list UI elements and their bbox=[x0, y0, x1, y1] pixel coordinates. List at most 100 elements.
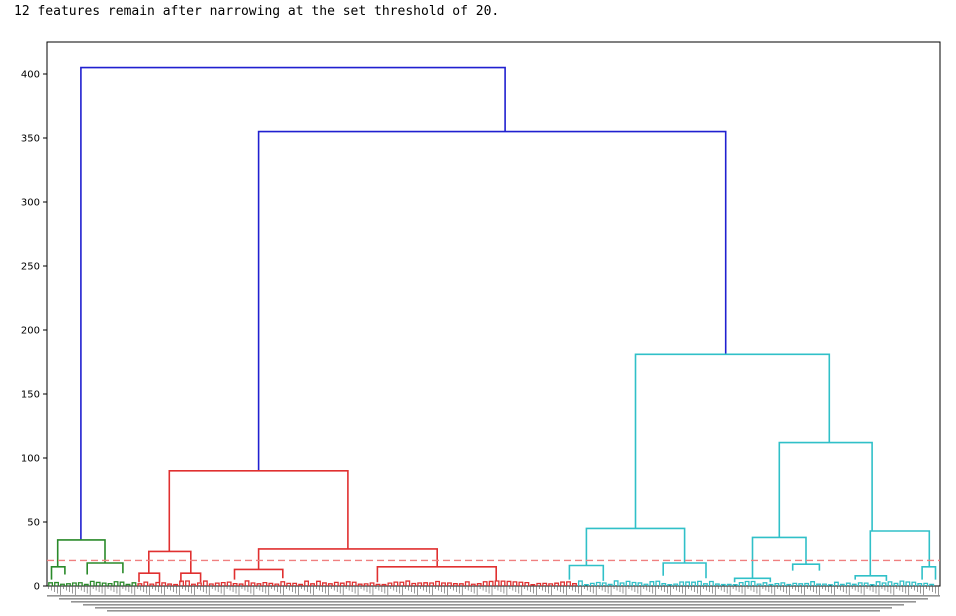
dendrogram-leaf-link bbox=[399, 581, 405, 586]
dendrogram-leaf-link bbox=[274, 583, 280, 586]
dendrogram-link bbox=[80, 66, 506, 540]
dendrogram-link bbox=[148, 550, 192, 574]
dendrogram-leaf-link bbox=[54, 581, 59, 586]
x-axis bbox=[47, 586, 940, 612]
dendrogram-links bbox=[48, 66, 937, 586]
dendrogram-leaf-link bbox=[703, 583, 708, 586]
dendrogram-leaf-link bbox=[637, 582, 643, 586]
dendrogram-leaf-link bbox=[113, 581, 119, 586]
dendrogram-leaf-link bbox=[435, 580, 440, 586]
dendrogram-leaf-link bbox=[828, 584, 833, 586]
dendrogram-leaf-link bbox=[726, 583, 732, 586]
dendrogram-leaf-link bbox=[488, 580, 494, 586]
dendrogram-leaf-link bbox=[875, 581, 881, 586]
dendrogram-leaf-link bbox=[405, 580, 411, 586]
dendrogram-leaf-link bbox=[720, 583, 726, 586]
dendrogram-leaf-link bbox=[89, 580, 95, 586]
dendrogram-leaf-link bbox=[530, 583, 536, 586]
dendrogram-leaf-link bbox=[452, 583, 458, 586]
dendrogram-leaf-link bbox=[321, 582, 327, 586]
dendrogram-leaf-link bbox=[774, 582, 780, 586]
plot-frame bbox=[46, 41, 941, 587]
dendrogram-leaf-link bbox=[417, 582, 423, 586]
dendrogram-leaf-link bbox=[292, 582, 298, 586]
dendrogram-link bbox=[180, 572, 202, 583]
dendrogram-leaf-link bbox=[667, 583, 673, 586]
dendrogram-leaf-link bbox=[589, 582, 595, 586]
dendrogram-leaf-link bbox=[732, 583, 738, 586]
dendrogram-leaf-link bbox=[679, 581, 685, 586]
dendrogram-leaf-link bbox=[185, 580, 190, 586]
dendrogram-leaf-link bbox=[839, 583, 845, 586]
dendrogram-leaf-link bbox=[631, 581, 637, 586]
dendrogram-leaf-link bbox=[369, 582, 375, 586]
dendrogram-leaf-link bbox=[708, 580, 714, 586]
dendrogram-leaf-link bbox=[447, 582, 452, 586]
dendrogram-leaf-link bbox=[363, 583, 369, 586]
dendrogram-link bbox=[585, 527, 686, 566]
cell-output-text: 12 features remain after narrowing at th… bbox=[14, 4, 500, 19]
dendrogram-leaf-link bbox=[762, 582, 768, 586]
dendrogram-leaf-link bbox=[691, 581, 696, 586]
x-leaf-label-band bbox=[71, 601, 916, 603]
dendrogram-leaf-link bbox=[917, 583, 923, 586]
dendrogram-leaf-link bbox=[577, 580, 583, 586]
dendrogram-leaf-link bbox=[518, 581, 524, 586]
dendrogram-leaf-link bbox=[137, 583, 143, 586]
dendrogram-leaf-link bbox=[768, 583, 774, 586]
dendrogram-leaf-link bbox=[643, 583, 649, 586]
dendrogram-leaf-link bbox=[244, 580, 250, 586]
dendrogram-leaf-link bbox=[286, 582, 292, 586]
dendrogram-link bbox=[168, 469, 349, 552]
dendrogram-leaf-link bbox=[125, 583, 131, 586]
dendrogram-leaf-link bbox=[625, 580, 631, 586]
y-tick-label: 400 bbox=[21, 70, 40, 81]
dendrogram-leaf-link bbox=[500, 580, 506, 586]
dendrogram-leaf-link bbox=[607, 583, 613, 586]
dendrogram-leaf-link bbox=[905, 581, 911, 586]
dendrogram-link bbox=[921, 565, 937, 580]
dendrogram-leaf-link bbox=[83, 583, 89, 586]
dendrogram-leaf-link bbox=[220, 581, 226, 586]
y-tick-label: 100 bbox=[21, 454, 40, 465]
dendrogram-link bbox=[854, 574, 888, 581]
dendrogram-leaf-link bbox=[381, 583, 387, 586]
dendrogram-leaf-link bbox=[566, 581, 571, 586]
dendrogram-leaf-link bbox=[238, 583, 244, 586]
y-tick-label: 350 bbox=[21, 134, 40, 145]
dendrogram-leaf-link bbox=[911, 581, 917, 586]
dendrogram-leaf-link bbox=[655, 580, 661, 586]
dendrogram-leaf-link bbox=[804, 582, 810, 586]
dendrogram-leaf-link bbox=[149, 583, 155, 586]
x-leaf-label-band bbox=[107, 610, 880, 612]
dendrogram-leaf-link bbox=[542, 582, 548, 586]
dendrogram-link bbox=[233, 568, 284, 580]
dendrogram-leaf-link bbox=[232, 582, 238, 586]
dendrogram-leaf-link bbox=[649, 581, 655, 586]
dendrogram-link bbox=[50, 565, 66, 580]
dendrogram-leaf-link bbox=[792, 582, 798, 586]
dendrogram-leaf-link bbox=[387, 582, 393, 586]
dendrogram-leaf-link bbox=[155, 581, 161, 586]
dendrogram-leaf-link bbox=[851, 583, 857, 586]
y-tick-label: 250 bbox=[21, 262, 40, 273]
dendrogram-leaf-link bbox=[929, 583, 935, 586]
dendrogram-leaf-link bbox=[661, 583, 667, 586]
dendrogram-leaf-link bbox=[131, 582, 137, 586]
dendrogram-leaf-link bbox=[786, 583, 792, 586]
x-leaf-label-band bbox=[95, 607, 892, 609]
dendrogram-link bbox=[86, 562, 124, 575]
dendrogram-leaf-link bbox=[316, 580, 321, 586]
dendrogram-leaf-link bbox=[845, 582, 851, 586]
dendrogram-leaf-link bbox=[560, 581, 565, 586]
dendrogram-leaf-link bbox=[202, 580, 208, 586]
dendrogram-leaf-link bbox=[744, 580, 750, 586]
dendrogram-leaf-link bbox=[601, 582, 607, 586]
dendrogram-leaf-link bbox=[619, 582, 625, 586]
y-tick-label: 200 bbox=[21, 326, 40, 337]
dendrogram-leaf-link bbox=[268, 582, 274, 586]
dendrogram-leaf-link bbox=[595, 581, 601, 586]
y-tick-label: 0 bbox=[34, 582, 40, 593]
dendrogram-leaf-link bbox=[536, 582, 542, 586]
